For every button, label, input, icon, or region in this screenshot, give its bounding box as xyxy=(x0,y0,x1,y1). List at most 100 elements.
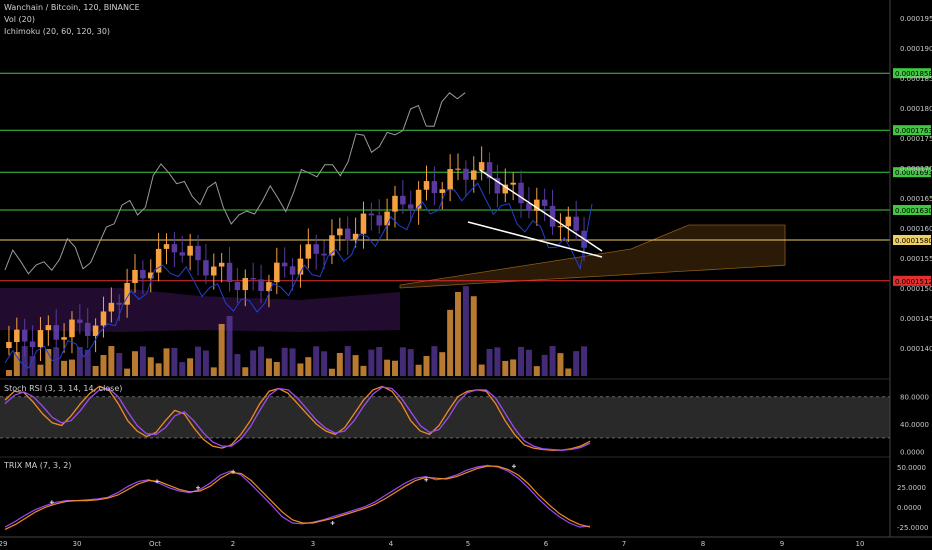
volume-bar xyxy=(581,346,588,376)
volume-bar xyxy=(368,349,375,376)
candle-body xyxy=(124,282,130,305)
volume-bar xyxy=(549,346,556,376)
stoch-rsi-label: Stoch RSI (3, 3, 14, 14, close) xyxy=(4,384,122,393)
volume-bar xyxy=(147,357,154,376)
volume-bar xyxy=(84,349,91,376)
volume-bar xyxy=(289,348,296,376)
candle-body xyxy=(573,216,579,231)
candle-body xyxy=(155,248,162,273)
volume-bar xyxy=(68,359,75,376)
candle-body xyxy=(274,262,280,283)
volume-bar xyxy=(321,351,328,376)
candle-body xyxy=(84,322,91,336)
trix-cross-marker xyxy=(231,469,236,474)
candle-body xyxy=(502,184,509,194)
ichimoku-base-line xyxy=(4,182,593,369)
volume-bar xyxy=(61,360,68,376)
volume-bar xyxy=(423,356,430,376)
volume-bar xyxy=(565,368,572,376)
volume-bar xyxy=(494,347,501,376)
candle-body xyxy=(108,302,115,312)
candle-body xyxy=(21,329,28,342)
candle-body xyxy=(29,341,36,348)
candle-body xyxy=(61,337,67,340)
candle-body xyxy=(92,325,99,336)
volume-bar xyxy=(179,362,186,376)
candle-body xyxy=(234,282,241,291)
candle-body xyxy=(447,169,453,190)
candle-body xyxy=(526,203,532,211)
price-level-tag-text: 0.0001580 xyxy=(895,237,932,245)
time-tick-label: 2 xyxy=(231,540,235,548)
candle-body xyxy=(14,329,20,342)
volume-bar xyxy=(376,346,383,376)
volume-bar xyxy=(265,358,272,376)
wedge-lower-line xyxy=(467,221,603,258)
volume-bar xyxy=(533,366,540,376)
stoch-band xyxy=(0,396,890,438)
volume-bar xyxy=(76,346,83,376)
candle-body xyxy=(565,216,572,227)
candle-body xyxy=(163,244,170,249)
candle-body xyxy=(45,325,52,331)
candle-body xyxy=(384,211,390,226)
candle-body xyxy=(218,262,225,267)
volume-bar xyxy=(53,347,60,376)
ichimoku-cloud-past xyxy=(0,288,400,332)
volume-bar xyxy=(155,363,162,376)
volume-bar xyxy=(557,353,564,376)
time-tick-label: 5 xyxy=(466,540,470,548)
volume-bar xyxy=(202,350,209,376)
price-level-tag xyxy=(893,275,931,286)
trix-cross-marker xyxy=(155,479,160,484)
volume-bar xyxy=(573,351,580,376)
candle-body xyxy=(211,266,217,276)
volume-bar xyxy=(352,355,359,376)
candle-body xyxy=(486,162,493,179)
volume-bar xyxy=(5,370,12,376)
candle-body xyxy=(77,319,83,323)
stoch-tick-label: 80.0000 xyxy=(900,394,929,402)
trix-tick-label: 25.0000 xyxy=(897,484,926,492)
trix-label: TRIX MA (7, 3, 2) xyxy=(3,461,71,470)
stoch-d-line xyxy=(4,386,591,451)
candle-body xyxy=(100,311,107,326)
trix-tick-label: -25.0000 xyxy=(897,524,928,532)
volume-bar xyxy=(131,351,138,376)
trix-pane[interactable] xyxy=(4,464,591,530)
main-price-pane[interactable] xyxy=(0,72,890,376)
volume-bar xyxy=(139,346,146,376)
volume-bar xyxy=(234,354,241,376)
volume-bar xyxy=(447,309,454,376)
price-level-tag xyxy=(893,235,931,245)
stoch-rsi-pane[interactable] xyxy=(0,385,890,451)
volume-bar xyxy=(45,348,52,376)
volume-bar xyxy=(431,346,438,376)
stoch-k-line xyxy=(4,385,591,451)
volume-bar xyxy=(360,365,367,376)
candle-body xyxy=(69,319,75,338)
time-tick-label: 9 xyxy=(780,540,784,548)
price-level-tag xyxy=(893,167,931,178)
volume-bar xyxy=(116,353,123,376)
price-level-tag xyxy=(893,125,931,136)
candle-body xyxy=(534,199,540,211)
candle-body xyxy=(53,325,59,340)
candle-body xyxy=(471,170,477,180)
volume-bar xyxy=(328,368,335,376)
candle-body xyxy=(147,272,154,279)
volume-bar xyxy=(305,357,312,376)
wedge-upper-line xyxy=(479,169,603,252)
candle-body xyxy=(281,262,288,267)
price-level-tag-text: 0.0001693 xyxy=(895,169,932,177)
candle-body xyxy=(407,204,414,209)
volume-bar xyxy=(124,368,131,376)
candle-body xyxy=(360,213,367,234)
candle-body xyxy=(494,178,501,194)
